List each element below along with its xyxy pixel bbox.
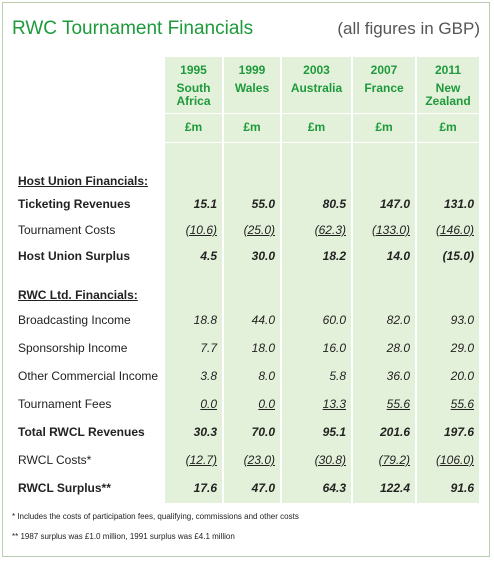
host-country: Australia bbox=[290, 81, 343, 95]
section-heading: RWC Ltd. Financials: bbox=[18, 288, 138, 302]
cell-value: 7.7 bbox=[200, 341, 217, 355]
cell-value: (79.2) bbox=[378, 453, 410, 467]
column-band bbox=[353, 57, 415, 503]
separator bbox=[417, 113, 479, 114]
year: 1995 bbox=[180, 63, 207, 77]
host-country: New Zealand bbox=[425, 81, 471, 108]
cell-value: (133.0) bbox=[371, 223, 410, 237]
cell-value: 28.0 bbox=[386, 341, 410, 355]
cell-value: 64.3 bbox=[322, 481, 346, 495]
column-band bbox=[417, 57, 479, 503]
unit: £m bbox=[439, 120, 457, 134]
host-country: Wales bbox=[234, 81, 270, 95]
cell-value: 13.3 bbox=[322, 397, 346, 411]
cell-value: (10.6) bbox=[185, 223, 217, 237]
row-label: Ticketing Revenues bbox=[18, 197, 131, 211]
unit: £m bbox=[184, 120, 203, 134]
separator bbox=[282, 113, 351, 114]
cell-value: 60.0 bbox=[322, 313, 346, 327]
cell-value: 55.6 bbox=[450, 397, 474, 411]
row-label: Total RWCL Revenues bbox=[18, 425, 145, 439]
cell-value: 0.0 bbox=[258, 397, 275, 411]
cell-value: 201.6 bbox=[379, 425, 410, 439]
frame bbox=[2, 2, 490, 557]
year: 2011 bbox=[434, 63, 462, 77]
cell-value: 44.0 bbox=[251, 313, 275, 327]
row-label: Tournament Fees bbox=[18, 397, 112, 411]
cell-value: 14.0 bbox=[386, 249, 410, 263]
unit: £m bbox=[243, 120, 261, 134]
cell-value: 18.2 bbox=[322, 249, 346, 263]
separator bbox=[165, 142, 222, 143]
cell-value: 122.4 bbox=[379, 481, 410, 495]
column-band bbox=[282, 57, 351, 503]
cell-value: 80.5 bbox=[322, 197, 346, 211]
host-country: South Africa bbox=[176, 81, 211, 108]
row-label: RWCL Surplus** bbox=[18, 481, 111, 495]
cell-value: 4.5 bbox=[200, 249, 217, 263]
cell-value: 16.0 bbox=[322, 341, 346, 355]
cell-value: 8.0 bbox=[258, 369, 275, 383]
cell-value: 29.0 bbox=[450, 341, 474, 355]
cell-value: 5.8 bbox=[329, 369, 346, 383]
row-label: RWCL Costs* bbox=[18, 453, 92, 467]
cell-value: (25.0) bbox=[243, 223, 275, 237]
cell-value: 18.8 bbox=[193, 313, 217, 327]
cell-value: 70.0 bbox=[251, 425, 275, 439]
cell-value: 55.0 bbox=[251, 197, 275, 211]
cell-value: 95.1 bbox=[322, 425, 346, 439]
row-label: Host Union Surplus bbox=[18, 249, 130, 263]
cell-value: 18.0 bbox=[251, 341, 275, 355]
subtitle: (all figures in GBP) bbox=[337, 19, 480, 38]
cell-value: (12.7) bbox=[185, 453, 217, 467]
row-label: Tournament Costs bbox=[18, 223, 116, 237]
year: 2007 bbox=[370, 63, 398, 77]
footnote: ** 1987 surplus was £1.0 million, 1991 s… bbox=[12, 532, 235, 541]
separator bbox=[353, 142, 415, 143]
cell-value: 3.8 bbox=[200, 369, 217, 383]
cell-value: 131.0 bbox=[443, 197, 474, 211]
row-label: Other Commercial Income bbox=[18, 369, 159, 383]
year: 2003 bbox=[303, 63, 330, 77]
separator bbox=[353, 113, 415, 114]
cell-value: 82.0 bbox=[386, 313, 410, 327]
unit: £m bbox=[375, 120, 393, 134]
column-band bbox=[224, 57, 280, 503]
cell-value: 91.6 bbox=[450, 481, 474, 495]
cell-value: 17.6 bbox=[193, 481, 217, 495]
year: 1999 bbox=[238, 63, 266, 77]
separator bbox=[282, 142, 351, 143]
cell-value: (62.3) bbox=[314, 223, 346, 237]
cell-value: (23.0) bbox=[243, 453, 275, 467]
cell-value: 36.0 bbox=[386, 369, 410, 383]
title: RWC Tournament Financials bbox=[12, 18, 254, 39]
separator bbox=[224, 142, 280, 143]
separator bbox=[224, 113, 280, 114]
section-heading: Host Union Financials: bbox=[18, 174, 149, 188]
cell-value: 147.0 bbox=[379, 197, 410, 211]
separator bbox=[417, 142, 479, 143]
cell-value: (30.8) bbox=[314, 453, 346, 467]
cell-value: 93.0 bbox=[450, 313, 474, 327]
cell-value: 30.3 bbox=[193, 425, 217, 439]
cell-value: (106.0) bbox=[435, 453, 474, 467]
footnote: * Includes the costs of participation fe… bbox=[12, 512, 299, 521]
cell-value: 47.0 bbox=[251, 481, 275, 495]
cell-value: 0.0 bbox=[200, 397, 217, 411]
cell-value: (146.0) bbox=[435, 223, 474, 237]
cell-value: 30.0 bbox=[251, 249, 275, 263]
separator bbox=[165, 113, 222, 114]
cell-value: 197.6 bbox=[443, 425, 474, 439]
row-label: Broadcasting Income bbox=[18, 313, 131, 327]
host-country: France bbox=[364, 81, 404, 95]
cell-value: 15.1 bbox=[193, 197, 217, 211]
cell-value: (15.0) bbox=[442, 249, 474, 263]
cell-value: 20.0 bbox=[450, 369, 474, 383]
row-label: Sponsorship Income bbox=[18, 341, 128, 355]
cell-value: 55.6 bbox=[386, 397, 410, 411]
unit: £m bbox=[307, 120, 326, 134]
column-band bbox=[165, 57, 222, 503]
